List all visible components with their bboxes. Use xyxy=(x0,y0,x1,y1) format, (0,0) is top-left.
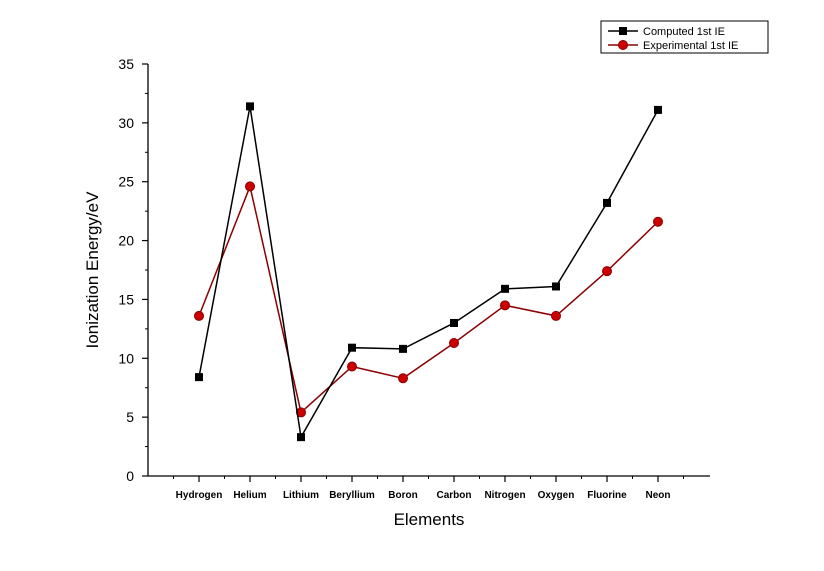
legend-label-computed-1st-ie: Computed 1st IE xyxy=(643,26,725,38)
data-point-computed-1st-ie xyxy=(348,343,356,352)
legend-marker-experimental-1st-ie xyxy=(618,40,628,50)
data-point-experimental-1st-ie xyxy=(398,373,408,384)
x-category-label: Carbon xyxy=(437,490,472,501)
y-tick-label: 15 xyxy=(118,291,134,307)
data-point-computed-1st-ie xyxy=(501,284,509,293)
y-tick-label: 25 xyxy=(118,174,134,190)
legend-label-experimental-1st-ie: Experimental 1st IE xyxy=(643,40,738,52)
x-category-label: Nitrogen xyxy=(484,490,525,501)
series-experimental-1st-ie xyxy=(194,181,663,418)
y-ticks: 0 5 10 15 20 25 30 35 xyxy=(118,56,148,484)
legend: Computed 1st IE Experimental 1st IE xyxy=(600,20,769,54)
data-point-experimental-1st-ie xyxy=(347,361,357,372)
y-tick-label: 10 xyxy=(118,350,134,366)
x-category-label: Helium xyxy=(233,490,266,501)
y-tick-label: 5 xyxy=(126,409,134,425)
data-point-computed-1st-ie xyxy=(297,433,305,442)
series-layer xyxy=(194,102,663,442)
data-point-experimental-1st-ie xyxy=(551,310,561,321)
legend-items: Computed 1st IE Experimental 1st IE xyxy=(608,26,738,52)
x-category-label: Oxygen xyxy=(538,490,575,501)
data-point-computed-1st-ie xyxy=(450,318,458,327)
data-point-computed-1st-ie xyxy=(552,282,560,291)
legend-marker-computed-1st-ie xyxy=(619,27,627,35)
series-computed-1st-ie xyxy=(195,102,662,442)
data-point-computed-1st-ie xyxy=(195,373,203,382)
data-point-experimental-1st-ie xyxy=(602,266,612,277)
data-point-experimental-1st-ie xyxy=(245,181,255,192)
data-point-experimental-1st-ie xyxy=(194,310,204,321)
y-axis-title: Ionization Energy/eV xyxy=(83,191,102,349)
series-line-experimental-1st-ie xyxy=(198,183,659,414)
x-category-label: Boron xyxy=(388,490,417,501)
legend-box xyxy=(600,20,769,54)
y-tick-label: 20 xyxy=(118,233,134,249)
data-point-computed-1st-ie xyxy=(603,198,611,207)
data-point-experimental-1st-ie xyxy=(653,216,663,227)
data-point-computed-1st-ie xyxy=(246,102,254,111)
y-tick-label: 35 xyxy=(118,56,134,72)
y-tick-label: 0 xyxy=(126,468,134,484)
x-category-label: Fluorine xyxy=(587,490,627,501)
x-category-label: Hydrogen xyxy=(176,490,223,501)
data-point-computed-1st-ie xyxy=(654,105,662,114)
x-ticks: Hydrogen Helium Lithium Beryllium Boron Carbo… xyxy=(173,476,684,501)
series-line-computed-1st-ie xyxy=(198,106,659,440)
data-point-experimental-1st-ie xyxy=(500,300,510,311)
x-axis-title: Elements xyxy=(394,510,465,529)
x-category-label: Lithium xyxy=(283,490,319,501)
data-point-computed-1st-ie xyxy=(399,344,407,353)
y-tick-label: 30 xyxy=(118,115,134,131)
data-point-experimental-1st-ie xyxy=(449,337,459,348)
axes xyxy=(147,64,710,477)
x-category-label: Neon xyxy=(646,490,671,501)
x-category-label: Beryllium xyxy=(329,490,375,501)
